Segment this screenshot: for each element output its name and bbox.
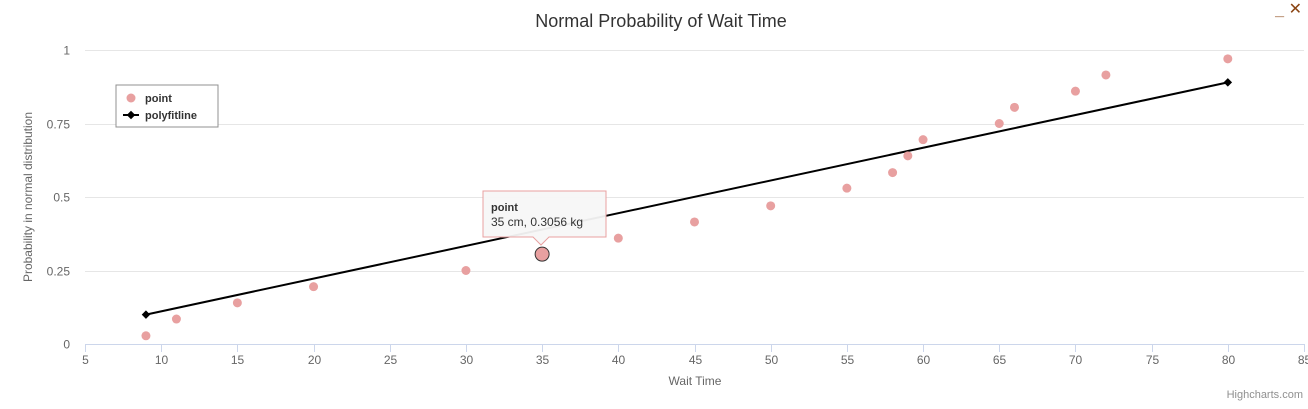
polyfitline-series xyxy=(141,78,1233,319)
minimize-button[interactable]: _ xyxy=(1275,2,1284,19)
x-tick-label: 55 xyxy=(841,353,855,367)
scatter-point[interactable] xyxy=(690,217,699,227)
x-tick-label: 10 xyxy=(155,353,169,367)
polyfitline-marker[interactable] xyxy=(141,310,151,319)
tooltip: point 35 cm, 0.3056 kg xyxy=(482,190,607,246)
x-tick-label: 85 xyxy=(1298,353,1308,367)
y-tick-label: 0 xyxy=(63,338,70,352)
scatter-point-hovered[interactable] xyxy=(534,246,550,262)
y-tick-label: 0.25 xyxy=(47,265,71,279)
x-tick-label: 40 xyxy=(612,353,626,367)
x-tick-label: 50 xyxy=(765,353,779,367)
legend-item-point[interactable]: point xyxy=(145,93,172,105)
x-axis-label: Wait Time xyxy=(669,374,722,388)
scatter-point[interactable] xyxy=(141,331,151,341)
y-tick-label: 1 xyxy=(63,44,70,58)
scatter-point[interactable] xyxy=(903,151,913,161)
x-tick-label: 60 xyxy=(917,353,931,367)
y-axis-ticks: 0 0.25 0.5 0.75 1 xyxy=(47,44,71,352)
polyfitline-marker[interactable] xyxy=(1223,78,1233,87)
polyfitline-path xyxy=(145,81,1229,316)
scatter-point[interactable] xyxy=(1070,86,1080,96)
scatter-point[interactable] xyxy=(918,135,928,145)
tooltip-text: 35 cm, 0.3056 kg xyxy=(491,215,583,229)
legend-polyfitline-marker xyxy=(126,110,136,120)
credits-link[interactable]: Highcharts.com xyxy=(1227,389,1303,401)
legend: point polyfitline xyxy=(115,84,219,128)
scatter-point[interactable] xyxy=(888,168,898,178)
scatter-point[interactable] xyxy=(171,314,181,324)
scatter-point[interactable] xyxy=(613,233,623,243)
x-tick-label: 30 xyxy=(460,353,474,367)
x-tick-label: 70 xyxy=(1069,353,1083,367)
x-tick-label: 5 xyxy=(82,353,89,367)
legend-item-polyfitline[interactable]: polyfitline xyxy=(145,110,197,122)
close-button[interactable]: ✕ xyxy=(1288,1,1302,18)
scatter-point[interactable] xyxy=(232,298,242,308)
x-tick-label: 25 xyxy=(384,353,398,367)
legend-box xyxy=(115,84,219,128)
x-tick-label: 35 xyxy=(536,353,550,367)
y-axis-label: Probability in normal distribution xyxy=(21,112,35,282)
scatter-point[interactable] xyxy=(842,183,852,193)
tooltip-title: point xyxy=(491,202,518,214)
x-tick-label: 65 xyxy=(993,353,1007,367)
scatter-point[interactable] xyxy=(1223,54,1233,64)
scatter-point[interactable] xyxy=(309,282,319,292)
point-series xyxy=(141,54,1233,341)
y-tick-label: 0.5 xyxy=(53,191,70,205)
scatter-point[interactable] xyxy=(994,119,1004,128)
x-tick-label: 20 xyxy=(308,353,322,367)
x-axis-ticks: 5 10 15 20 25 30 35 40 45 50 55 60 65 70 75 80 85 xyxy=(82,344,1308,367)
x-tick-label: 15 xyxy=(231,353,245,367)
scatter-point[interactable] xyxy=(1101,70,1111,80)
scatter-point[interactable] xyxy=(1009,102,1019,112)
tooltip-box xyxy=(482,190,607,246)
legend-point-marker xyxy=(126,93,136,103)
x-tick-label: 80 xyxy=(1222,353,1236,367)
scatter-point[interactable] xyxy=(461,266,471,275)
chart-title: Normal Probability of Wait Time xyxy=(535,11,786,31)
x-tick-label: 75 xyxy=(1146,353,1160,367)
scatter-point[interactable] xyxy=(766,201,776,211)
y-tick-label: 0.75 xyxy=(47,118,71,132)
x-tick-label: 45 xyxy=(689,353,703,367)
